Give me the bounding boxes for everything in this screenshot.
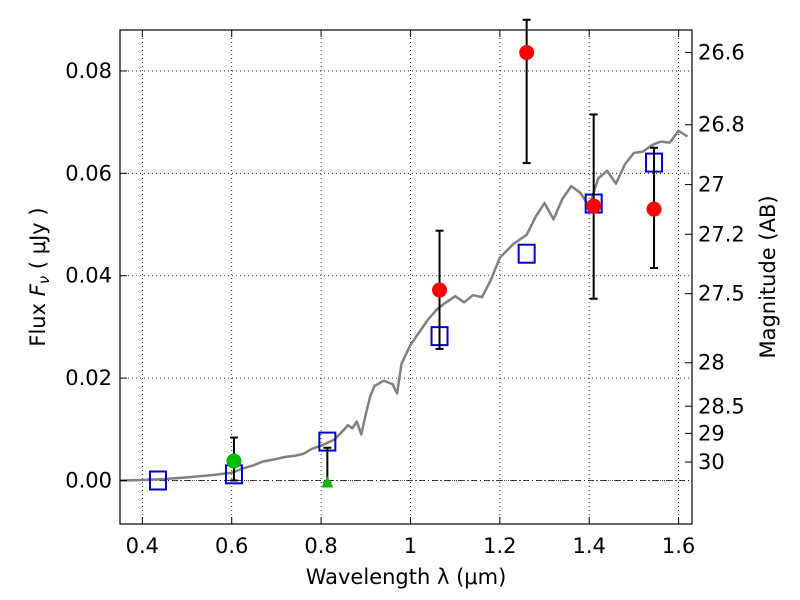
detection-point xyxy=(646,201,662,217)
y2-tick-label: 26.8 xyxy=(698,113,745,137)
detection-point xyxy=(432,282,448,298)
grid-layer xyxy=(120,30,692,524)
y-tick-label: 0.06 xyxy=(65,161,112,185)
model-spectrum-line xyxy=(119,129,689,482)
y2-tick-label: 30 xyxy=(698,450,725,474)
plot-frame xyxy=(119,29,693,525)
right-axis-label: Magnitude (AB) xyxy=(756,195,780,358)
y2-tick-label: 27 xyxy=(698,173,725,197)
x-tick-label: 0.8 xyxy=(304,534,337,558)
x-axis-label: Wavelength λ (μm) xyxy=(306,565,507,589)
y2-tick-label: 26.6 xyxy=(698,41,745,65)
low-significance-point xyxy=(226,453,242,469)
y2-tick-label: 27.5 xyxy=(698,282,745,306)
model-photometry-square xyxy=(517,243,536,264)
tick-layer: 0.4 0.6 0.8 1 1.2 1.4 1.6 0.00 0.02 0.04 0.06 0.08 2… xyxy=(65,30,745,558)
y2-tick-label: 28 xyxy=(698,351,725,375)
y-axis-label: Flux Fν ( μJy ) xyxy=(26,207,53,346)
y2-tick-label: 28.5 xyxy=(698,394,745,418)
detection-point xyxy=(586,198,602,214)
y2-tick-label: 27.2 xyxy=(698,222,745,246)
y-tick-label: 0.00 xyxy=(65,468,112,492)
detection-point xyxy=(519,45,535,61)
x-tick-label: 1.2 xyxy=(483,534,516,558)
y-tick-label: 0.08 xyxy=(65,59,112,83)
x-tick-label: 1.4 xyxy=(573,534,606,558)
model-photometry-square xyxy=(148,470,167,491)
x-tick-label: 1.6 xyxy=(662,534,695,558)
x-tick-label: 0.4 xyxy=(126,534,159,558)
upper-limit-triangle xyxy=(321,476,334,488)
model-spectrum-layer xyxy=(119,129,689,482)
y-tick-label: 0.04 xyxy=(65,264,112,288)
y-tick-label: 0.02 xyxy=(65,366,112,390)
y2-tick-label: 29 xyxy=(698,421,725,445)
x-tick-label: 0.6 xyxy=(215,534,248,558)
marker-layer xyxy=(148,18,664,491)
x-tick-label: 1 xyxy=(404,534,417,558)
